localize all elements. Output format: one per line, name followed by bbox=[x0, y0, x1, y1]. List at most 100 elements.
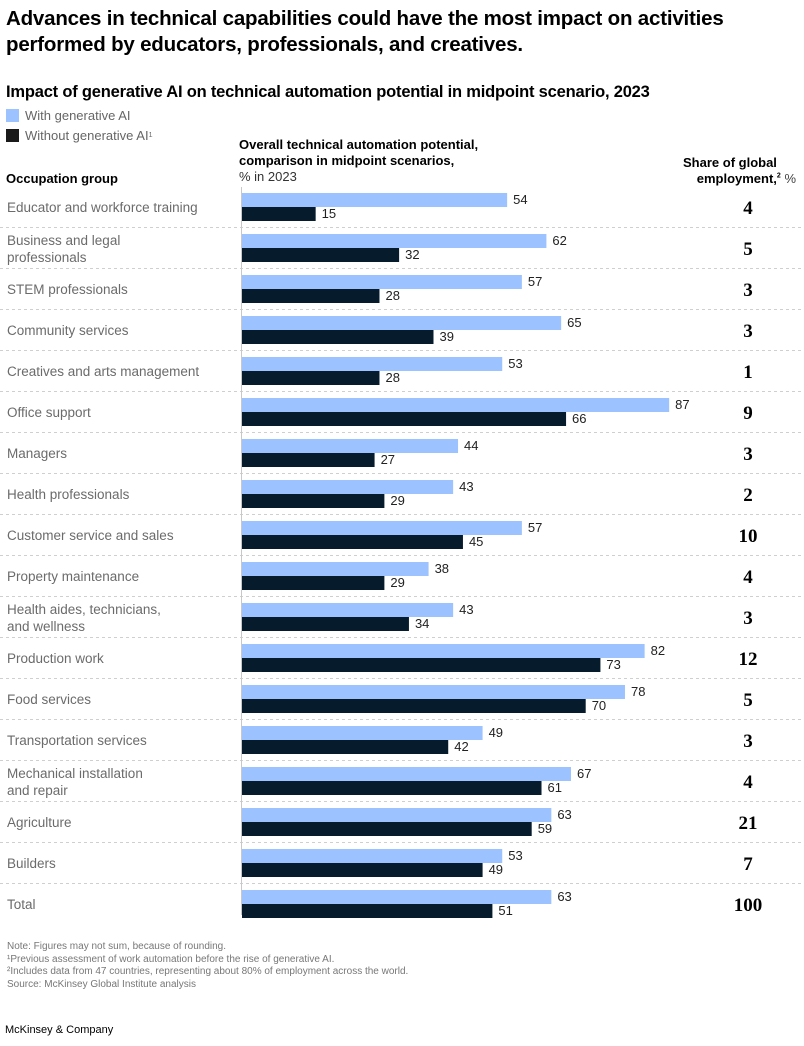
headline: Advances in technical capabilities could… bbox=[6, 7, 724, 56]
legend-label-without-ai: Without generative AI bbox=[25, 128, 149, 143]
value-label-without-ai: 27 bbox=[381, 452, 395, 467]
category-label: Total bbox=[7, 897, 36, 912]
value-label-without-ai: 61 bbox=[548, 780, 562, 795]
axis-title-text: Overall technical automation potential, … bbox=[239, 137, 479, 168]
value-label-with-ai: 43 bbox=[459, 479, 473, 494]
share-header-text: Share of global employment, bbox=[683, 155, 777, 186]
value-label-without-ai: 29 bbox=[390, 493, 404, 508]
category-label: Builders bbox=[7, 856, 56, 871]
category-label-line: professionals bbox=[7, 250, 87, 265]
category-label: Office support bbox=[7, 405, 91, 420]
bar-without-ai bbox=[242, 494, 385, 508]
bar-without-ai bbox=[242, 453, 375, 467]
category-label: Agriculture bbox=[7, 815, 72, 830]
value-label-without-ai: 28 bbox=[385, 370, 399, 385]
share-of-employment-value: 21 bbox=[739, 813, 758, 834]
share-of-employment-value: 5 bbox=[743, 690, 753, 711]
value-label-with-ai: 53 bbox=[508, 356, 522, 371]
value-label-with-ai: 54 bbox=[513, 192, 527, 207]
footnote-marker: 2 bbox=[776, 172, 781, 180]
value-label-without-ai: 73 bbox=[606, 657, 620, 672]
bar-with-ai bbox=[242, 603, 454, 617]
bar-without-ai bbox=[242, 740, 449, 754]
value-label-without-ai: 32 bbox=[405, 247, 419, 262]
value-label-without-ai: 39 bbox=[439, 329, 453, 344]
bar-with-ai bbox=[242, 398, 670, 412]
category-label-line: Health aides, technicians, bbox=[7, 602, 161, 617]
value-label-without-ai: 28 bbox=[385, 288, 399, 303]
share-of-employment-value: 4 bbox=[743, 567, 753, 588]
share-header-unit: % bbox=[780, 171, 796, 186]
bar-with-ai bbox=[242, 644, 645, 658]
category-label: Health professionals bbox=[7, 487, 130, 502]
share-of-employment-value: 3 bbox=[743, 731, 753, 752]
value-label-with-ai: 49 bbox=[489, 725, 503, 740]
category-label: Food services bbox=[7, 692, 91, 707]
brand-logo-text: McKinsey & Company bbox=[5, 1024, 114, 1036]
share-of-employment-value: 3 bbox=[743, 280, 753, 301]
share-of-employment-value: 1 bbox=[743, 362, 753, 383]
category-label: Customer service and sales bbox=[7, 528, 174, 543]
category-label: Educator and workforce training bbox=[7, 200, 198, 215]
value-label-without-ai: 29 bbox=[390, 575, 404, 590]
bar-with-ai bbox=[242, 193, 508, 207]
bar-with-ai bbox=[242, 275, 522, 289]
bar-with-ai bbox=[242, 480, 454, 494]
bar-without-ai bbox=[242, 576, 385, 590]
note-source: Source: McKinsey Global Institute analys… bbox=[7, 978, 196, 990]
value-label-with-ai: 82 bbox=[651, 643, 665, 658]
legend-item-with-ai: With generative AI bbox=[6, 108, 131, 123]
share-of-employment-value: 3 bbox=[743, 444, 753, 465]
bar-with-ai bbox=[242, 726, 483, 740]
bar-with-ai bbox=[242, 890, 552, 904]
category-label-line: Business and legal bbox=[7, 233, 120, 248]
value-label-with-ai: 53 bbox=[508, 848, 522, 863]
bar-without-ai bbox=[242, 248, 400, 262]
legend-swatch-with-ai bbox=[6, 109, 19, 122]
category-label: Managers bbox=[7, 446, 67, 461]
share-of-employment-value: 5 bbox=[743, 239, 753, 260]
bar-with-ai bbox=[242, 439, 459, 453]
category-label-line: Mechanical installation bbox=[7, 766, 143, 781]
category-label: Creatives and arts management bbox=[7, 364, 199, 379]
bar-with-ai bbox=[242, 562, 429, 576]
share-of-employment-value: 9 bbox=[743, 403, 753, 424]
bar-without-ai bbox=[242, 658, 601, 672]
share-of-employment-value: 3 bbox=[743, 321, 753, 342]
value-label-without-ai: 15 bbox=[322, 206, 336, 221]
bar-with-ai bbox=[242, 808, 552, 822]
bar-without-ai bbox=[242, 822, 532, 836]
value-label-with-ai: 43 bbox=[459, 602, 473, 617]
value-label-with-ai: 63 bbox=[557, 889, 571, 904]
bar-without-ai bbox=[242, 904, 493, 918]
value-label-without-ai: 70 bbox=[592, 698, 606, 713]
category-label: Property maintenance bbox=[7, 569, 139, 584]
value-label-without-ai: 42 bbox=[454, 739, 468, 754]
axis-title-unit: % in 2023 bbox=[239, 169, 297, 184]
note-footnote-1: ¹Previous assessment of work automation … bbox=[7, 953, 335, 965]
category-label-line: and repair bbox=[7, 783, 68, 798]
value-label-with-ai: 62 bbox=[552, 233, 566, 248]
bar-without-ai bbox=[242, 535, 463, 549]
share-of-employment-value: 2 bbox=[743, 485, 753, 506]
category-label: STEM professionals bbox=[7, 282, 128, 297]
value-label-with-ai: 57 bbox=[528, 274, 542, 289]
footnotes: Note: Figures may not sum, because of ro… bbox=[7, 941, 408, 991]
share-of-employment-value: 4 bbox=[743, 198, 753, 219]
value-label-with-ai: 57 bbox=[528, 520, 542, 535]
category-label-line: and wellness bbox=[7, 619, 85, 634]
bar-with-ai bbox=[242, 357, 503, 371]
note-rounding: Note: Figures may not sum, because of ro… bbox=[7, 941, 227, 952]
share-of-employment-value: 12 bbox=[739, 649, 758, 670]
legend-item-without-ai: Without generative AI 1 bbox=[6, 128, 152, 143]
category-label: Community services bbox=[7, 323, 129, 338]
occupation-column-header: Occupation group bbox=[6, 171, 118, 186]
category-label: Health aides, technicians, and wellness bbox=[7, 602, 161, 634]
bar-with-ai bbox=[242, 849, 503, 863]
share-of-employment-value: 10 bbox=[739, 526, 758, 547]
value-label-without-ai: 34 bbox=[415, 616, 429, 631]
bar-with-ai bbox=[242, 316, 562, 330]
bar-without-ai bbox=[242, 207, 316, 221]
footnote-marker: 1 bbox=[148, 132, 153, 139]
value-label-with-ai: 38 bbox=[435, 561, 449, 576]
